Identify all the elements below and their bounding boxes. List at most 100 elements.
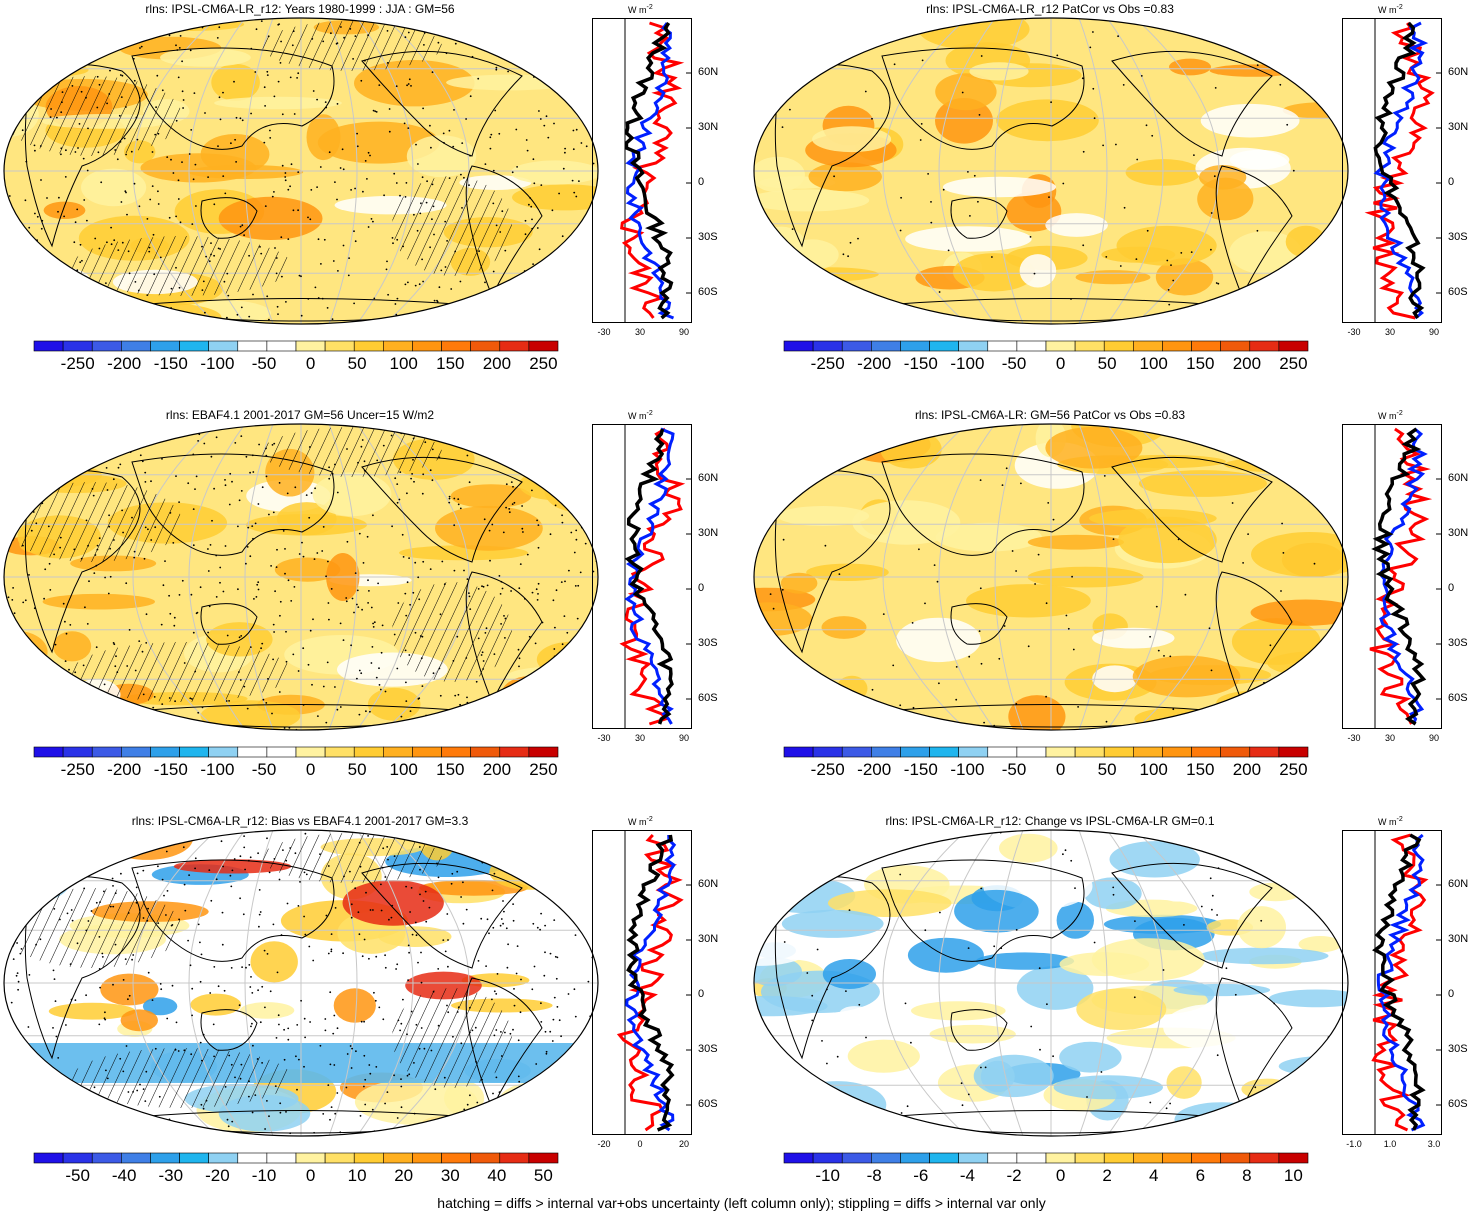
- stipple-dot: [991, 256, 993, 258]
- stipple-dot: [374, 999, 377, 1002]
- field-blob: [1174, 1102, 1269, 1136]
- stipple-dot: [353, 230, 355, 233]
- stipple-dot: [1039, 1048, 1041, 1051]
- stipple-dot: [912, 706, 915, 709]
- stipple-dot: [12, 84, 14, 86]
- stipple-dot: [182, 846, 185, 849]
- stipple-dot: [209, 728, 212, 730]
- stipple-dot: [584, 1080, 587, 1083]
- stipple-dot: [34, 149, 36, 152]
- colorbar-swatch: [208, 1152, 239, 1164]
- stipple-dot: [334, 1112, 337, 1115]
- stipple-dot: [930, 201, 932, 203]
- stipple-dot: [2, 899, 3, 901]
- stipple-dot: [1062, 853, 1064, 856]
- stipple-dot: [139, 454, 142, 457]
- stipple-dot: [526, 553, 529, 556]
- stipple-dot: [21, 299, 24, 301]
- stipple-dot: [920, 123, 923, 125]
- stipple-dot: [545, 27, 548, 30]
- stipple-dot: [563, 844, 566, 846]
- stipple-dot: [588, 845, 591, 847]
- stipple-dot: [241, 119, 244, 122]
- field-blob: [775, 267, 879, 282]
- stipple-dot: [286, 902, 289, 905]
- stipple-dot: [342, 244, 345, 247]
- stipple-dot: [549, 85, 552, 87]
- stipple-dot: [1242, 562, 1244, 564]
- colorbar-label: -250: [60, 760, 95, 779]
- stipple-dot: [383, 194, 385, 197]
- stipple-dot: [451, 20, 454, 23]
- graticule-lon: [1078, 18, 1108, 324]
- field-blob: [450, 484, 532, 509]
- stipple-dot: [491, 889, 494, 892]
- stipple-dot: [2, 1038, 3, 1040]
- stipple-dot: [142, 431, 145, 433]
- colorbar-swatch: [441, 340, 471, 352]
- stipple-dot: [222, 865, 225, 868]
- stipple-dot: [1313, 562, 1316, 565]
- stipple-dot: [311, 683, 313, 686]
- colorbar-label: -40: [111, 1166, 137, 1185]
- stipple-dot: [231, 480, 233, 483]
- stipple-dot: [350, 189, 352, 191]
- stipple-dot: [9, 253, 11, 256]
- stipple-dot: [463, 569, 465, 572]
- colorbar-label: -2: [1006, 1166, 1022, 1185]
- stipple-dot: [414, 921, 417, 924]
- stipple-dot: [36, 908, 39, 911]
- stipple-dot: [574, 29, 576, 32]
- stipple-dot: [5, 1040, 7, 1043]
- stipple-dot: [105, 852, 108, 855]
- colorbar-swatch: [841, 1152, 872, 1164]
- stipple-dot: [279, 62, 282, 64]
- stipple-dot: [448, 501, 451, 504]
- stipple-dot: [12, 1061, 15, 1063]
- stipple-dot: [1213, 175, 1216, 178]
- stipple-dot: [358, 532, 361, 535]
- stipple-dot: [64, 660, 67, 662]
- stipple-dot: [7, 596, 10, 599]
- stipple-dot: [256, 583, 259, 586]
- stipple-dot: [57, 851, 59, 854]
- stipple-dot: [530, 703, 532, 706]
- stipple-dot: [155, 834, 157, 837]
- stipple-dot: [356, 132, 358, 135]
- stipple-dot: [573, 191, 576, 194]
- stipple-dot: [249, 555, 252, 558]
- stipple-dot: [491, 998, 493, 1001]
- colorbar-label: 100: [1139, 354, 1168, 373]
- field-blob: [188, 165, 304, 179]
- stipple-dot: [28, 574, 30, 576]
- colorbar-swatch: [295, 746, 326, 758]
- stipple-dot: [287, 1038, 290, 1041]
- stipple-dot: [558, 455, 561, 458]
- zonal-unit: W m-2: [628, 4, 653, 15]
- colorbar-label: 50: [1097, 354, 1117, 373]
- map-border: [753, 829, 1349, 1137]
- stipple-dot: [328, 477, 331, 480]
- stipple-dot: [545, 1052, 548, 1055]
- field-blob: [211, 63, 260, 101]
- stipple-dot: [275, 566, 278, 568]
- stipple-dot: [486, 848, 489, 850]
- stipple-dot: [587, 980, 590, 983]
- stipple-dot: [470, 301, 473, 304]
- stipple-dot: [566, 1079, 569, 1082]
- stipple-dot: [138, 205, 141, 208]
- coastline: [1111, 862, 1273, 969]
- stipple-dot: [104, 1011, 106, 1014]
- stipple-dot: [410, 887, 413, 889]
- field-blob: [754, 156, 805, 193]
- zonal-model-line: [624, 428, 674, 725]
- zonal-unit: W m-2: [1378, 816, 1403, 827]
- field-blob: [519, 469, 592, 501]
- stipple-dot: [69, 35, 71, 38]
- stipple-dot: [172, 542, 175, 544]
- stipple-dot: [179, 35, 182, 37]
- field-blob: [4, 640, 38, 680]
- stipple-dot: [754, 898, 757, 900]
- stipple-dot: [309, 629, 312, 632]
- stipple-dot: [514, 833, 517, 835]
